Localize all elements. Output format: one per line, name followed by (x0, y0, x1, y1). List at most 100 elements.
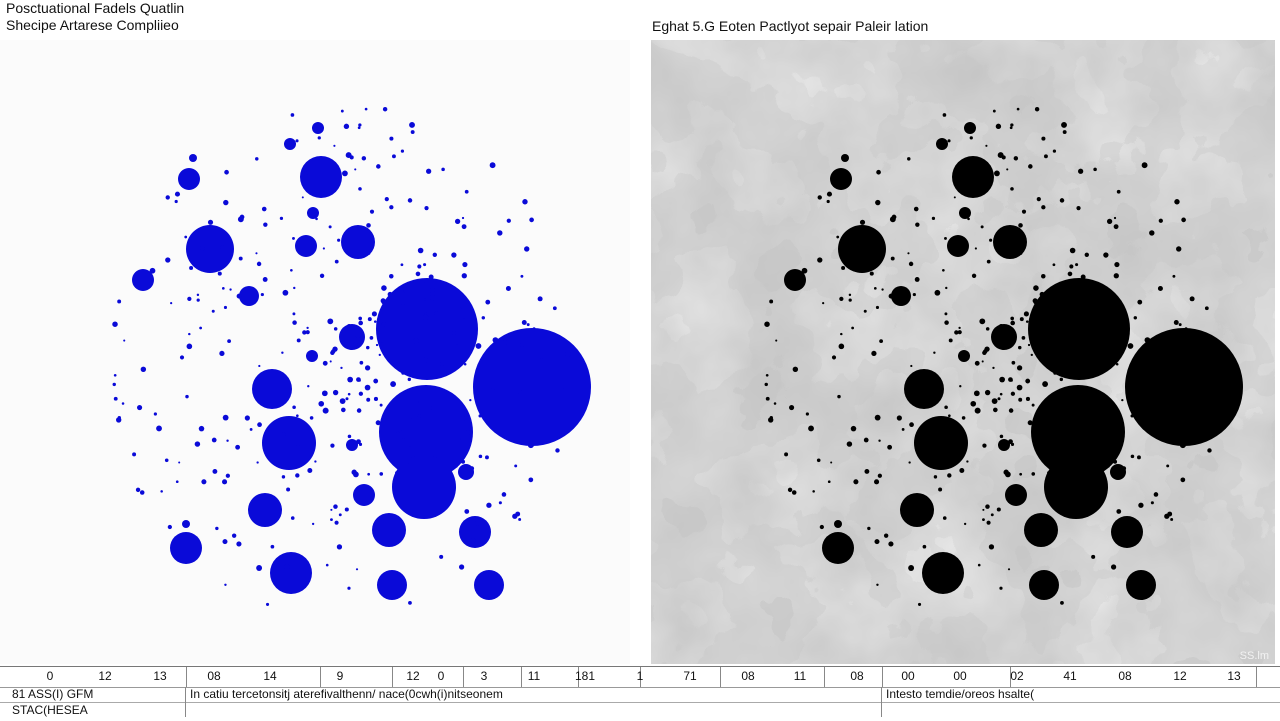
small-dot (358, 379, 361, 382)
small-dot (520, 274, 524, 278)
small-dot (874, 479, 880, 485)
small-dot (1007, 332, 1013, 338)
small-dot (1069, 264, 1074, 269)
small-dot (295, 473, 300, 478)
small-dot (846, 441, 853, 447)
small-dot (526, 323, 530, 327)
large-dot (372, 513, 406, 547)
small-dot (222, 479, 228, 485)
small-dot (532, 327, 536, 331)
small-dot (936, 563, 942, 570)
small-dot (211, 437, 217, 443)
small-dot (422, 314, 429, 321)
small-dot (416, 371, 419, 374)
small-dot (315, 217, 318, 221)
small-dot (1010, 379, 1013, 382)
small-dot (520, 342, 525, 348)
small-dot (947, 473, 952, 478)
right-image-panel[interactable]: SS.lm (651, 40, 1275, 664)
small-dot (318, 400, 325, 407)
small-dot (265, 602, 270, 606)
large-dot (341, 225, 375, 259)
small-dot (410, 130, 415, 135)
small-dot (830, 461, 833, 464)
small-dot (875, 305, 880, 310)
small-dot (179, 355, 185, 360)
small-dot (873, 286, 877, 290)
large-dot (1126, 570, 1156, 600)
large-dot (307, 207, 319, 219)
small-dot (1063, 414, 1068, 420)
large-dot (474, 570, 504, 600)
small-dot (1018, 223, 1023, 228)
small-dot (1122, 538, 1128, 543)
small-dot (457, 437, 461, 441)
small-dot (907, 252, 910, 255)
small-dot (453, 462, 459, 468)
ruler-tick-label: 00 (901, 669, 915, 683)
small-dot (330, 443, 335, 448)
small-dot (113, 396, 118, 401)
small-dot (992, 109, 996, 113)
small-dot (227, 339, 232, 344)
left-title-line2: Shecipe Artarese Compliieo (6, 17, 179, 33)
small-dot (982, 508, 985, 511)
small-dot (1086, 311, 1092, 317)
small-dot (765, 396, 770, 401)
small-dot (888, 541, 894, 547)
small-dot (296, 445, 300, 449)
small-dot (462, 261, 468, 268)
small-dot (221, 286, 225, 290)
small-dot (851, 326, 855, 330)
small-dot (518, 518, 522, 521)
small-dot (400, 149, 405, 153)
small-dot (1189, 296, 1195, 302)
small-dot (948, 338, 953, 343)
small-dot (395, 589, 402, 596)
large-dot (830, 168, 852, 190)
small-dot (963, 522, 967, 526)
small-dot (455, 344, 459, 347)
small-dot (1137, 299, 1143, 305)
small-dot (408, 600, 412, 605)
small-dot (1009, 126, 1013, 130)
small-dot (1117, 430, 1123, 436)
small-dot (355, 568, 359, 571)
small-dot (896, 415, 902, 421)
small-dot (260, 292, 264, 297)
small-dot (851, 245, 857, 251)
small-dot (367, 252, 371, 255)
left-image-panel[interactable] (0, 40, 630, 664)
small-dot (292, 320, 297, 325)
small-dot (1174, 199, 1180, 205)
small-dot (985, 144, 988, 147)
small-dot (871, 350, 877, 357)
small-dot (281, 351, 284, 354)
large-dot (132, 269, 154, 291)
small-dot (332, 389, 339, 396)
small-dot (469, 398, 472, 402)
small-dot (942, 268, 945, 272)
small-dot (1041, 136, 1046, 141)
ruler-tick-line (640, 667, 641, 687)
small-dot (390, 381, 397, 388)
small-dot (303, 171, 309, 176)
small-dot (441, 167, 445, 172)
small-dot (375, 420, 381, 426)
small-dot (226, 439, 229, 442)
small-dot (327, 318, 334, 325)
small-dot (1047, 471, 1050, 475)
small-dot (1149, 230, 1155, 236)
small-dot (1112, 416, 1118, 422)
small-dot (281, 432, 286, 437)
large-dot (239, 286, 259, 306)
small-dot (791, 490, 797, 495)
small-dot (864, 469, 870, 474)
small-dot (369, 209, 375, 214)
small-dot (917, 602, 922, 606)
small-dot (521, 320, 527, 325)
ruler-tick-line (521, 667, 522, 687)
small-dot (984, 389, 991, 396)
small-dot (789, 404, 795, 411)
large-dot (841, 154, 849, 162)
